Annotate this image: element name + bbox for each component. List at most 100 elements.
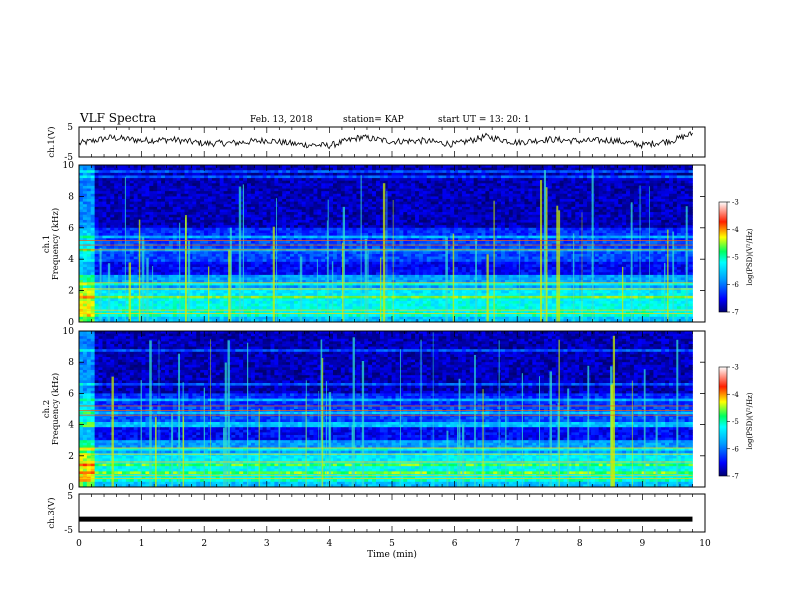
spectrogram-cell <box>258 193 264 197</box>
spectrogram-cell <box>172 233 178 237</box>
spectrogram-cell <box>211 206 217 210</box>
spectrogram-cell <box>305 201 310 205</box>
spectrogram-cell <box>149 196 154 200</box>
spectrogram-cell <box>129 222 135 226</box>
spectrogram-cell <box>450 170 455 174</box>
spectrogram-cell <box>79 183 84 187</box>
spectrogram-cell <box>200 201 205 205</box>
spectrogram-cell <box>215 222 221 226</box>
spectrogram-cell <box>551 175 557 179</box>
spectrogram-cell <box>465 170 471 174</box>
spectrogram-cell <box>161 206 166 210</box>
spectrogram-cell <box>399 219 404 223</box>
spectrogram-cell <box>258 183 264 187</box>
spectrogram-cell <box>219 178 224 182</box>
spectrogram-cell <box>543 183 549 187</box>
spectrogram-cell <box>344 188 350 192</box>
spectrogram-cell <box>583 175 588 179</box>
spectrogram-cell <box>407 204 412 208</box>
spectrogram-cell <box>348 233 353 237</box>
spectrogram-cell <box>579 204 584 208</box>
spectrogram-cell <box>438 219 443 223</box>
spectrogram-cell <box>235 217 240 221</box>
spectrogram-cell <box>391 185 396 189</box>
spectrogram-cell <box>512 165 518 169</box>
spectrogram-cell <box>676 219 682 223</box>
spectrogram-cell <box>79 199 84 203</box>
spectrogram-cell <box>383 233 389 237</box>
spectrogram-cell <box>524 193 529 197</box>
spectrogram-cell <box>340 175 346 179</box>
spectrogram-cell <box>504 201 510 205</box>
spectrogram-cell <box>368 183 373 187</box>
spectrogram-cell <box>286 240 291 244</box>
spectrogram-cell <box>680 199 686 203</box>
spectrogram-cell <box>508 204 514 208</box>
spectrogram-cell <box>157 240 162 244</box>
spectrogram-cell <box>465 178 471 182</box>
spectrogram-cell <box>602 209 607 213</box>
spectrogram-cell <box>180 209 185 213</box>
spectrogram-cell <box>258 230 264 234</box>
spectrogram-cell <box>270 188 275 192</box>
spectrogram-cell <box>442 230 447 234</box>
spectrogram-cell <box>215 172 221 176</box>
spectrogram-cell <box>297 214 303 218</box>
spectrogram-cell <box>547 188 553 192</box>
spectrogram-cell <box>489 209 494 213</box>
spectrogram-cell <box>379 235 385 239</box>
spectrogram-cell <box>282 175 287 179</box>
spectrogram-cell <box>301 193 307 197</box>
spectrogram-cell <box>196 230 201 234</box>
spectrogram-cell <box>172 238 178 242</box>
spectrogram-cell <box>200 212 205 216</box>
spectrogram-cell <box>672 238 678 242</box>
spectrogram-cell <box>657 188 662 192</box>
spectrogram-cell <box>477 227 482 231</box>
spectrogram-cell <box>446 230 451 234</box>
spectrogram-cell <box>657 191 662 195</box>
spectrogram-cell <box>258 199 264 203</box>
spectrogram-cell <box>418 240 424 244</box>
spectrogram-cell <box>614 165 619 169</box>
spectrogram-cell <box>161 225 166 229</box>
spectrogram-cell <box>129 170 135 174</box>
spectrogram-cell <box>356 170 361 174</box>
spectrogram-cell <box>493 206 498 210</box>
spectrogram-cell <box>512 206 518 210</box>
spectrogram-cell <box>641 170 646 174</box>
spectrogram-cell <box>270 240 275 244</box>
spectrogram-cell <box>239 246 244 250</box>
spectrogram-cell <box>387 199 392 203</box>
spectrogram-cell <box>360 212 365 216</box>
spectrogram-cell <box>168 185 174 189</box>
spectrogram-cell <box>270 209 275 213</box>
spectrogram-cell <box>278 193 283 197</box>
spectrogram-cell <box>626 193 631 197</box>
spectrogram-cell <box>364 225 369 229</box>
spectrogram-cell <box>657 193 662 197</box>
spectrogram-cell <box>508 199 514 203</box>
spectrogram-cell <box>231 238 236 242</box>
spectrogram-cell <box>618 199 623 203</box>
spectrogram-cell <box>86 225 92 229</box>
spectrogram-cell <box>129 175 135 179</box>
spectrogram-cell <box>497 170 502 174</box>
spectrogram-cell <box>508 230 514 234</box>
spectrogram-cell <box>649 212 654 216</box>
spectrogram-cell <box>196 188 201 192</box>
spectrogram-cell <box>364 172 369 176</box>
spectrogram-cell <box>497 217 502 221</box>
spectrogram-cell <box>250 172 256 176</box>
spectrogram-cell <box>293 193 299 197</box>
spectrogram-cell <box>368 206 373 210</box>
spectrogram-cell <box>450 217 455 221</box>
spectrogram-cell <box>137 188 142 192</box>
spectrogram-cell <box>286 214 291 218</box>
spectrogram-cell <box>469 170 475 174</box>
spectrogram-cell <box>614 214 619 218</box>
spectrogram-cell <box>653 238 658 242</box>
spectrogram-cell <box>586 199 592 203</box>
spectrogram-cell <box>610 233 615 237</box>
spectrogram-cell <box>172 165 178 169</box>
